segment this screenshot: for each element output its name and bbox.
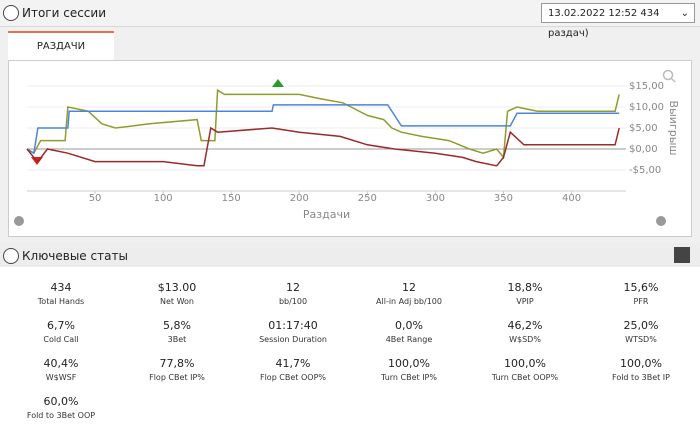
stat-label: WTSD% [625,335,657,344]
stat: 6,7% Cold Call [3,319,119,344]
session-text: 13.02.2022 12:52 434 раздач) [548,8,660,39]
stat: 40,4% W$WSF [3,357,119,382]
max-marker [272,79,284,87]
chart-panel: -$5,00 $0,00 $5,00 $10,00 $15,00 50 100 150 200 2… [8,60,692,237]
y-axis-title: Выигрыш [667,101,680,156]
stat-value: 40,4% [43,357,79,370]
stat-value: 100,0% [388,357,430,370]
stat: 100,0% Fold to 3Bet IP [583,357,699,382]
stat-label: Cold Call [43,335,79,344]
stat-label: Flop CBet IP% [149,373,205,382]
stat-label: W$WSF [45,373,77,382]
line-series [26,88,620,160]
stat-value: 46,2% [507,319,543,332]
stat-label: Turn CBet OOP% [491,373,559,382]
stat-value: 18,8% [507,281,543,294]
stat: 15,6% PFR [583,281,699,306]
y-tick-label: -$5,00 [629,165,661,176]
x-tick-label: 200 [290,193,309,204]
info-icon[interactable] [656,216,666,226]
stat: 100,0% Turn CBet IP% [351,357,467,382]
layout-button[interactable] [674,247,690,263]
x-tick-label: 50 [89,193,102,204]
stat-label: Session Duration [259,335,327,344]
stat: 100,0% Turn CBet OOP% [467,357,583,382]
chart: -$5,00 $0,00 $5,00 $10,00 $15,00 50 100 150 200 2… [14,69,680,226]
stat-value: 100,0% [504,357,546,370]
stat-label: Net Won [160,297,194,306]
stat-label: W$SD% [509,335,541,344]
zoom-icon[interactable] [662,69,674,81]
stat-label: All-in Adj bb/100 [376,297,442,306]
stat: 41,7% Flop CBet OOP% [235,357,351,382]
stat-label: Flop CBet OOP% [259,373,327,382]
settings-icon[interactable] [14,216,24,226]
stat: 5,8% 3Bet [119,319,235,344]
y-tick-label: $5,00 [629,123,658,134]
stat-label: Fold to 3Bet OOP [26,411,96,420]
x-tick-label: 250 [358,193,377,204]
zoom-icon-handle [670,77,676,83]
stat-value: 434 [50,281,72,294]
collapse-button[interactable] [3,5,19,21]
stat-label: VPIP [516,297,534,306]
x-axis-title: Раздачи [303,208,350,221]
stats-title: Ключевые статы [22,249,128,263]
stat-label: 4Bet Range [385,335,433,344]
stat: 12 All-in Adj bb/100 [351,281,467,306]
stat-value: 15,6% [623,281,659,294]
tab[interactable]: РАЗДАЧИ [8,31,114,61]
stat: 77,8% Flop CBet IP% [119,357,235,382]
stat-label: bb/100 [278,297,308,306]
x-tick-label: 150 [222,193,241,204]
x-tick-label: 350 [494,193,513,204]
stat: 25,0% WTSD% [583,319,699,344]
stats-grid: 434 Total Hands $13.00 Net Won 12 bb/100 12 All… [0,267,700,427]
stat-label: 3Bet [167,335,187,344]
stat-value: 5,8% [163,319,191,332]
stat-value: 41,7% [275,357,311,370]
line-series [26,126,620,167]
header-title: Итоги сессии [22,6,106,20]
stat-value: 12 [286,281,300,294]
stat-value: 100,0% [620,357,662,370]
stat: 434 Total Hands [3,281,119,306]
y-tick-label: $0,00 [629,144,658,155]
stat-value: $13.00 [157,281,197,294]
collapse-button[interactable] [3,248,19,264]
x-tick-label: 400 [562,193,581,204]
stat: 12 bb/100 [235,281,351,306]
stat: $13.00 Net Won [119,281,235,306]
stat: 0,0% 4Bet Range [351,319,467,344]
stat-value: 6,7% [47,319,75,332]
stat: 60,0% Fold to 3Bet OOP [3,395,119,420]
stat-value: 0,0% [395,319,423,332]
stat: 01:17:40 Session Duration [235,319,351,344]
x-tick-label: 300 [426,193,445,204]
session-header: Итоги сессии 13.02.2022 12:52 434 раздач… [0,0,700,39]
y-tick-label: $10,00 [629,102,664,113]
y-tick-label: $15,00 [629,81,664,92]
stat-value: 77,8% [159,357,195,370]
stat-value: 12 [402,281,416,294]
stat-value: 01:17:40 [268,319,318,332]
stat-label: PFR [633,297,649,306]
stat-label: Fold to 3Bet IP [612,373,670,382]
dropdown-arrow: ⌄ [680,8,689,19]
stat-value: 60,0% [43,395,79,408]
x-tick-label: 100 [154,193,173,204]
stat-label: Total Hands [37,297,85,306]
stat-value: 25,0% [623,319,659,332]
stat: 46,2% W$SD% [467,319,583,344]
stats-header: Ключевые статы [0,243,700,270]
session-dropdown[interactable]: 13.02.2022 12:52 434 раздач) ⌄ [541,3,695,39]
stat: 18,8% VPIP [467,281,583,306]
stat-label: Turn CBet IP% [381,373,437,382]
line-series [26,104,620,155]
